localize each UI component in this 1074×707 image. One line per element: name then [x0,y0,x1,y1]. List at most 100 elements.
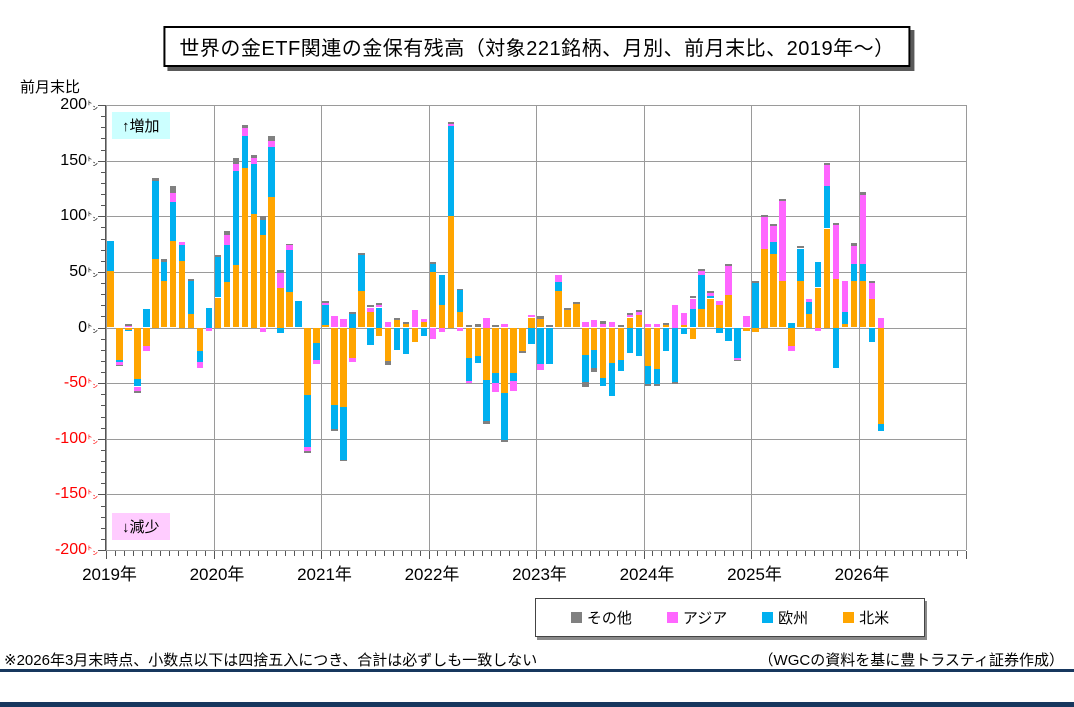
x-axis-tick [186,551,188,556]
bar-segment-その他 [599,320,607,325]
bar-segment-欧州 [474,356,482,364]
bar-segment-欧州 [877,424,885,431]
bar-segment-アジア [823,165,831,187]
y-axis-tick [101,483,105,485]
x-axis-tick [948,551,950,556]
x-axis-tick [338,551,340,556]
bar-segment-欧州 [680,327,688,335]
bar-segment-アジア [528,315,535,318]
bar-segment-欧州 [868,327,876,342]
bar-segment-欧州 [859,264,867,281]
y-axis-tick [98,105,105,106]
x-axis-tick [518,551,520,556]
bar-segment-北米 [608,327,616,364]
bar-segment-その他 [268,136,275,141]
bar-segment-欧州 [841,311,849,325]
x-axis-tick [267,551,269,556]
bar-segment-北米 [393,319,401,328]
x-axis-tick [455,551,457,556]
bar-segment-アジア [599,324,607,328]
y-axis-tick [101,405,105,407]
x-axis-tick [553,551,555,556]
y-axis-tick-label: -100㌧ [54,429,98,447]
bar-segment-欧州 [850,264,858,281]
bar-segment-アジア [698,270,705,276]
bar-segment-欧州 [241,136,249,169]
legend-label: アジア [682,610,728,627]
bar-segment-北米 [125,327,132,330]
bar-segment-欧州 [555,281,562,291]
bar-segment-北米 [411,327,419,342]
bar-segment-欧州 [393,327,401,350]
bar-segment-アジア [761,217,768,249]
bar-segment-その他 [402,321,410,325]
bar-segment-その他 [832,222,840,226]
bar-segment-欧州 [304,395,311,447]
bar-segment-北米 [662,325,670,328]
y-axis-tick-label: -150㌧ [54,485,98,503]
x-axis-tick [258,551,260,556]
bar-segment-欧州 [662,327,670,351]
y-axis-tick-label: 150㌧ [60,151,98,169]
bar-segment-欧州 [608,363,616,397]
x-axis-tick [751,551,752,559]
ton-unit: ㌧ [87,322,98,335]
x-axis-year-label: 2024年 [619,565,675,584]
x-axis-tick [858,551,860,559]
bar-segment-その他 [626,313,634,316]
bar-segment-アジア [510,380,517,391]
bar-segment-北米 [134,327,141,379]
bar-segment-アジア [241,128,249,137]
bar-segment-アジア [501,324,508,328]
bar-segment-その他 [546,325,553,328]
bar-segment-アジア [492,383,499,392]
bar-segment-北米 [420,321,428,328]
x-axis-tick [276,551,278,556]
legend: その他 アジア 欧州 北米 [535,598,925,637]
bar-segment-アジア [268,140,275,148]
x-axis-tick [500,551,502,556]
gridline-year [106,105,107,550]
bar-segment-その他 [349,311,356,315]
bar-segment-その他 [169,186,177,193]
x-axis-tick [464,551,466,556]
x-axis-tick [580,551,582,556]
bar-segment-北米 [555,290,562,328]
legend-label: その他 [586,610,632,627]
bar-segment-北米 [725,295,732,328]
x-axis-tick [697,551,699,556]
bar-segment-アジア [805,298,813,302]
bar-segment-北米 [367,311,374,328]
x-axis-tick [150,551,152,556]
y-axis-tick [101,472,105,474]
y-axis-tick-label: 0㌧ [78,318,98,336]
x-axis-tick [527,551,529,556]
bar-segment-その他 [850,243,858,247]
bar-segment-欧州 [456,289,464,312]
y-axis-tick-label: 100㌧ [60,207,98,225]
legend-swatch-icon [762,612,774,623]
bar-segment-北米 [644,327,652,367]
bar-segment-北米 [537,318,544,328]
bar-segment-北米 [384,327,392,361]
bar-segment-欧州 [429,264,437,272]
bar-segment-北米 [268,197,275,328]
x-axis-year-label: 2020年 [189,565,245,584]
bar-segment-アジア [232,164,240,171]
bar-segment-アジア [277,273,284,288]
bar-segment-その他 [582,382,589,387]
bar-segment-その他 [859,191,867,196]
bar-segment-アジア [375,305,383,308]
bar-segment-欧州 [716,327,723,334]
bar-segment-アジア [447,123,455,127]
y-axis-tick [98,216,105,218]
bar-segment-その他 [707,290,714,293]
x-axis-tick [679,551,681,556]
x-axis-tick [768,551,770,556]
bar-segment-欧州 [483,379,490,421]
x-axis-tick [706,551,708,556]
bar-segment-北米 [358,290,365,328]
bar-segment-北米 [743,327,750,331]
y-axis-tick [101,238,105,240]
x-axis-tick [876,551,878,556]
